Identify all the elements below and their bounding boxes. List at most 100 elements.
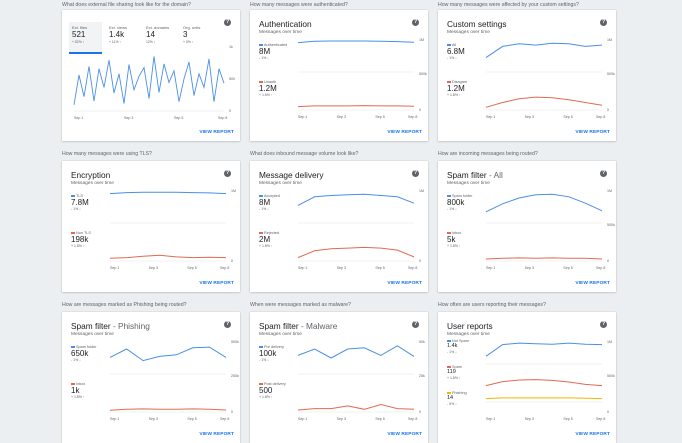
metric-summary: Phishing 14- 5% ↓ xyxy=(447,391,483,406)
x-tick-label: Sep 5 xyxy=(563,417,572,421)
x-tick-label: Sep 5 xyxy=(174,116,183,120)
series-line xyxy=(297,193,415,206)
x-tick-label: Sep 8 xyxy=(220,417,229,421)
metric-change: + 1.8% ↑ xyxy=(71,244,85,248)
series-line xyxy=(485,342,603,357)
metric-tab[interactable]: Org. units 3 + 0% ↑ xyxy=(180,22,213,52)
x-tick-label: Sep 1 xyxy=(74,116,83,120)
series-line xyxy=(485,397,603,400)
x-tick-label: Sep 8 xyxy=(596,115,605,119)
view-report-link[interactable]: VIEW REPORT xyxy=(575,432,610,437)
metric-label: Authenticated xyxy=(259,43,295,47)
metric-label-text: Phishing xyxy=(452,391,467,395)
view-report-link[interactable]: VIEW REPORT xyxy=(387,281,422,286)
view-report-link[interactable]: VIEW REPORT xyxy=(199,281,234,286)
y-tick-label: 0 xyxy=(231,410,233,414)
metric-change: + 1.8% ↑ xyxy=(447,244,461,248)
series-swatch xyxy=(447,232,451,234)
y-tick-label: 0 xyxy=(229,109,231,113)
series-line xyxy=(297,105,415,108)
x-tick-label: Sep 8 xyxy=(218,116,227,120)
series-swatch xyxy=(71,346,75,348)
y-tick-label: 0 xyxy=(231,259,233,263)
line-chart: 50k 25k 0 Sep 1 Sep 3 Sep 5 Sep 8 xyxy=(297,340,425,421)
x-tick-label: Sep 1 xyxy=(486,266,495,270)
series-swatch xyxy=(259,44,263,46)
line-chart: 1M 500k 0 Sep 1 Sep 3 Sep 5 Sep 8 xyxy=(485,340,615,421)
help-icon[interactable]: ? xyxy=(224,321,231,328)
view-report-link[interactable]: VIEW REPORT xyxy=(575,281,610,286)
x-tick-label: Sep 5 xyxy=(563,115,572,119)
card-question: How many messages were using TLS? xyxy=(62,151,152,157)
view-report-link[interactable]: VIEW REPORT xyxy=(199,432,234,437)
metric-value: 650k xyxy=(71,349,89,358)
metric-label-text: All xyxy=(452,43,457,47)
y-tick-label: 1M xyxy=(607,340,612,344)
series-line xyxy=(109,191,227,195)
series-swatch xyxy=(447,340,451,342)
metric-value: 7.8M xyxy=(71,198,89,207)
view-report-link[interactable]: VIEW REPORT xyxy=(575,130,610,135)
card-question: When were messages marked as malware? xyxy=(250,302,351,308)
y-tick-label: 500k xyxy=(607,374,615,378)
metric-value: 1.2M xyxy=(259,84,277,93)
card-title-text: Message delivery xyxy=(259,170,324,180)
metric-tabs: Ext. files 521 + 52% ↑ Ext. views 1.4k + 11% … xyxy=(69,22,219,54)
x-tick-label: Sep 3 xyxy=(124,116,133,120)
help-icon[interactable]: ? xyxy=(412,321,419,328)
view-report-link[interactable]: VIEW REPORT xyxy=(387,432,422,437)
metric-label: Rejected xyxy=(259,231,295,235)
metric-change: - 1% ↓ xyxy=(447,207,457,211)
metric-summary: All 6.8M - 1% ↓ xyxy=(447,43,483,60)
metric-label-text: Rejected xyxy=(264,231,279,235)
card-subtitle: Messages over time xyxy=(259,30,302,35)
metric-value: 1k xyxy=(71,386,80,395)
x-tick-label: Sep 5 xyxy=(187,417,196,421)
metric-tab[interactable]: Ext. views 1.4k + 11% ↑ xyxy=(106,22,139,52)
help-icon[interactable]: ? xyxy=(224,170,231,177)
view-report-link[interactable]: VIEW REPORT xyxy=(387,130,422,135)
metric-summary: Spam folder 650k - 1% ↓ xyxy=(71,345,107,362)
tab-label: Ext. domains xyxy=(146,25,170,30)
help-icon[interactable]: ? xyxy=(224,19,231,26)
help-icon[interactable]: ? xyxy=(600,321,607,328)
y-tick-label: 1M xyxy=(419,38,424,42)
metric-label-text: Spam folder xyxy=(76,345,97,349)
metric-change: - 1% ↓ xyxy=(259,56,269,60)
metric-tab[interactable]: Ext. files 521 + 52% ↑ xyxy=(69,22,102,54)
help-icon[interactable]: ? xyxy=(600,170,607,177)
metric-tab[interactable]: Ext. domains 14 12% ↓ xyxy=(143,22,176,52)
series-swatch xyxy=(447,44,451,46)
y-tick-label: 1M xyxy=(419,189,424,193)
metric-change: - 1% ↓ xyxy=(71,207,81,211)
card-title-text: Spam filter xyxy=(71,321,111,331)
metric-label-text: Spam folder xyxy=(452,194,473,198)
y-tick-label: 0 xyxy=(419,259,421,263)
x-tick-label: Sep 5 xyxy=(187,266,196,270)
series-swatch xyxy=(447,81,451,83)
metric-change: + 1.8% ↑ xyxy=(447,93,461,97)
y-tick-label: 0 xyxy=(607,410,609,414)
card-title-sub: - Phishing xyxy=(110,321,150,331)
view-report-link[interactable]: VIEW REPORT xyxy=(199,130,234,135)
report-card: Spam filter - Phishing Messages over time… xyxy=(62,312,240,443)
help-icon[interactable]: ? xyxy=(412,170,419,177)
metric-value: 198k xyxy=(71,235,89,244)
metric-value: 100k xyxy=(259,349,277,358)
metric-summary: Disagree 1.2M + 1.8% ↑ xyxy=(447,80,483,97)
card-question: What does inbound message volume look li… xyxy=(250,151,359,157)
tab-change: 12% ↓ xyxy=(146,40,156,44)
report-card: Encryption Messages over time? TLS 7.8M - 1%… xyxy=(62,161,240,292)
metric-label-text: Pre delivery xyxy=(264,345,285,349)
series-line xyxy=(485,96,603,108)
series-line xyxy=(297,40,415,44)
report-card: Ext. files 521 + 52% ↑ Ext. views 1.4k + 11% … xyxy=(62,10,240,141)
card-title-sub: - Malware xyxy=(298,321,338,331)
metric-label-text: Not Spam xyxy=(452,339,469,343)
metric-summary: Authenticated 8M - 1% ↓ xyxy=(259,43,295,60)
report-card: Custom settings Messages over time? All 6.8… xyxy=(438,10,616,141)
x-tick-label: Sep 3 xyxy=(525,266,534,270)
help-icon[interactable]: ? xyxy=(600,19,607,26)
help-icon[interactable]: ? xyxy=(412,19,419,26)
metric-value: 5k xyxy=(447,235,456,244)
